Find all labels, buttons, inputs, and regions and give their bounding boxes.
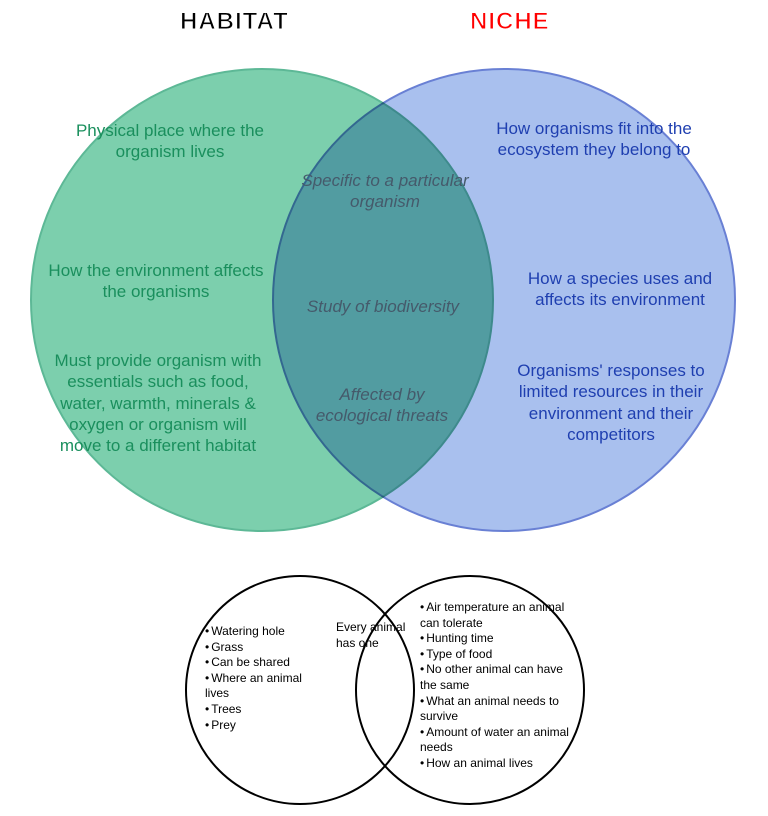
diagram-stage: HABITAT NICHE Physical place where the o… — [0, 0, 768, 816]
small-left-bullets: Watering holeGrassCan be sharedWhere an … — [205, 624, 305, 733]
bullet-item: Prey — [205, 718, 305, 734]
bullet-item: Air temperature an animal can tolerate — [420, 600, 570, 631]
habitat-item-1: How the environment affects the organism… — [46, 260, 266, 303]
habitat-item-2: Must provide organism with essentials su… — [48, 350, 268, 456]
bullet-item: Hunting time — [420, 631, 570, 647]
bullet-item: Type of food — [420, 647, 570, 663]
bullet-item: What an animal needs to survive — [420, 694, 570, 725]
small-right-bullets: Air temperature an animal can tolerateHu… — [420, 600, 570, 772]
bullet-item: Watering hole — [205, 624, 305, 640]
title-habitat: HABITAT — [180, 8, 289, 36]
overlap-item-1: Study of biodiversity — [298, 296, 468, 317]
niche-item-2: Organisms' responses to limited resource… — [506, 360, 716, 445]
bullet-item: Where an animal lives — [205, 671, 305, 702]
habitat-item-0: Physical place where the organism lives — [70, 120, 270, 163]
title-niche: NICHE — [470, 8, 550, 36]
bullet-item: How an animal lives — [420, 756, 570, 772]
bullet-item: Can be shared — [205, 655, 305, 671]
niche-item-0: How organisms fit into the ecosystem the… — [494, 118, 694, 161]
small-center-text: Every animal has one — [336, 620, 426, 651]
niche-item-1: How a species uses and affects its envir… — [510, 268, 730, 311]
bullet-item: Grass — [205, 640, 305, 656]
bullet-item: Amount of water an animal needs — [420, 725, 570, 756]
bullet-item: No other animal can have the same — [420, 662, 570, 693]
bullet-item: Trees — [205, 702, 305, 718]
overlap-item-0: Specific to a particular organism — [300, 170, 470, 213]
overlap-item-2: Affected by ecological threats — [302, 384, 462, 427]
